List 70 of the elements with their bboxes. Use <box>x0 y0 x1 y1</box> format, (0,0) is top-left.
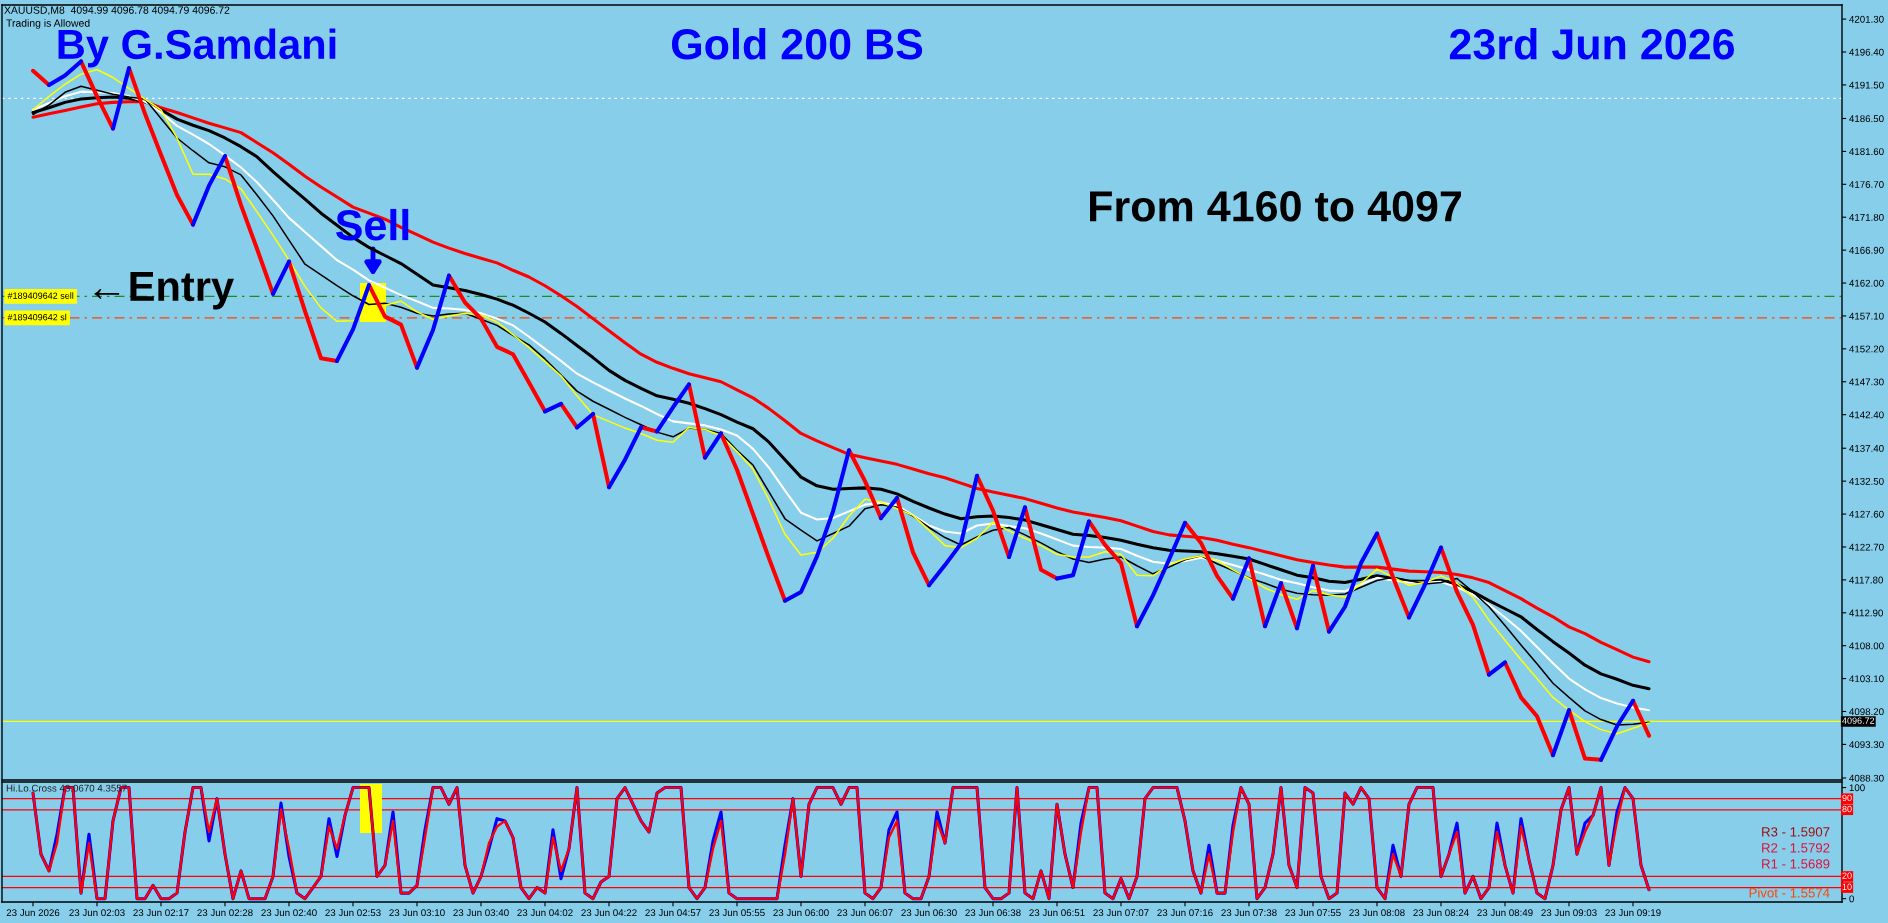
y-tick-label: 4191.50 <box>1849 81 1884 89</box>
annotation: By G.Samdani <box>58 28 336 68</box>
y-tick-label: 4176.70 <box>1849 181 1884 188</box>
y-tick-label: 4181.60 <box>1849 148 1884 156</box>
y-tick-label: 4137.40 <box>1849 444 1884 452</box>
y-tick-label: 4132.50 <box>1849 477 1884 485</box>
x-tick-label: 23 Jun 04:22 <box>581 909 637 917</box>
y-tick-label: 4093.30 <box>1849 741 1884 749</box>
y-tick-label: 4088.30 <box>1849 774 1884 782</box>
x-tick-label: 23 Jun 04:57 <box>645 909 701 917</box>
y-tick-label: 0 <box>1849 895 1854 903</box>
annotation: From 4160 to 4097 <box>1090 191 1461 222</box>
x-tick-label: 23 Jun 08:49 <box>1477 909 1533 917</box>
x-tick-label: 23 Jun 05:55 <box>709 909 765 917</box>
y-tick-label: 4103.10 <box>1849 675 1884 683</box>
x-tick-label: 23 Jun 07:16 <box>1157 909 1213 917</box>
x-tick-label: 23 Jun 08:08 <box>1349 909 1405 917</box>
y-tick-label: 4112.90 <box>1849 609 1883 617</box>
x-tick-label: 23 Jun 07:38 <box>1221 909 1277 917</box>
text: Pivot - 1.5574 <box>1749 887 1830 898</box>
x-tick-label: 23 Jun 02:53 <box>325 909 381 917</box>
x-tick-label: 23 Jun 04:02 <box>517 909 573 917</box>
ref-line-label: #189409642 sell <box>7 292 74 299</box>
text: R3 - 1.5907 <box>1762 827 1830 837</box>
y-tick-label: 4166.90 <box>1849 246 1884 254</box>
y-tick-label: 4162.00 <box>1849 279 1884 287</box>
y-tick-label: 4127.60 <box>1849 510 1884 518</box>
x-tick-label: 23 Jun 02:03 <box>69 909 125 917</box>
x-tick-label: 23 Jun 07:55 <box>1285 909 1341 917</box>
ref-line-label: 4096.72 <box>1842 717 1875 724</box>
y-tick-label: 4142.40 <box>1849 411 1884 419</box>
x-tick-label: 23 Jun 06:51 <box>1029 909 1085 917</box>
x-tick-label: 23 Jun 02:17 <box>133 909 189 917</box>
x-tick-label: 23 Jun 08:24 <box>1413 909 1469 917</box>
x-tick-label: 23 Jun 07:07 <box>1093 909 1149 917</box>
x-tick-label: 23 Jun 2026 <box>6 909 60 917</box>
text: R1 - 1.5689 <box>1762 859 1830 869</box>
text: R2 - 1.5792 <box>1762 843 1830 853</box>
ref-line-label: #189409642 sl <box>7 313 67 321</box>
x-tick-label: 23 Jun 06:38 <box>965 909 1021 917</box>
y-tick-label: 4108.00 <box>1849 642 1884 650</box>
y-tick-label: 4147.30 <box>1849 378 1884 386</box>
y-tick-label: 4201.30 <box>1849 15 1884 23</box>
annotation: ←Entry <box>94 272 234 310</box>
ref-line-label: 20 <box>1842 872 1852 879</box>
x-tick-label: 23 Jun 06:30 <box>901 909 957 917</box>
x-tick-label: 23 Jun 06:00 <box>773 909 829 917</box>
ref-line-label: 10 <box>1842 883 1852 890</box>
x-tick-label: 23 Jun 09:03 <box>1541 909 1597 917</box>
ref-line-label: 80 <box>1842 805 1852 813</box>
x-tick-label: 23 Jun 02:28 <box>197 909 253 917</box>
annotation: Trading is Allowed <box>6 19 90 29</box>
x-tick-label: 23 Jun 03:10 <box>389 909 445 917</box>
y-tick-label: 4122.70 <box>1849 543 1884 551</box>
chart-subtitle: 23rd Jun 2026 <box>1449 27 1735 60</box>
y-tick-label: 4196.40 <box>1849 48 1884 56</box>
y-tick-label: 100 <box>1849 784 1865 792</box>
chart-title: Gold 200 BS <box>671 27 923 60</box>
ref-line-label: 90 <box>1842 794 1852 802</box>
x-tick-label: 23 Jun 03:40 <box>453 909 509 917</box>
x-tick-label: 23 Jun 09:19 <box>1605 909 1661 917</box>
y-tick-label: 4152.20 <box>1849 345 1884 353</box>
y-tick-label: 4186.50 <box>1849 115 1884 123</box>
y-tick-label: 4098.20 <box>1849 708 1884 716</box>
x-tick-label: 23 Jun 02:40 <box>261 909 317 917</box>
y-tick-label: 4117.80 <box>1849 576 1883 584</box>
annotation: XAUUSD,M8 4094.99 4096.78 4094.79 4096.72 <box>4 6 230 16</box>
x-tick-label: 23 Jun 06:07 <box>837 909 893 917</box>
y-tick-label: 4157.10 <box>1849 312 1884 320</box>
y-tick-label: 4171.80 <box>1849 213 1884 221</box>
